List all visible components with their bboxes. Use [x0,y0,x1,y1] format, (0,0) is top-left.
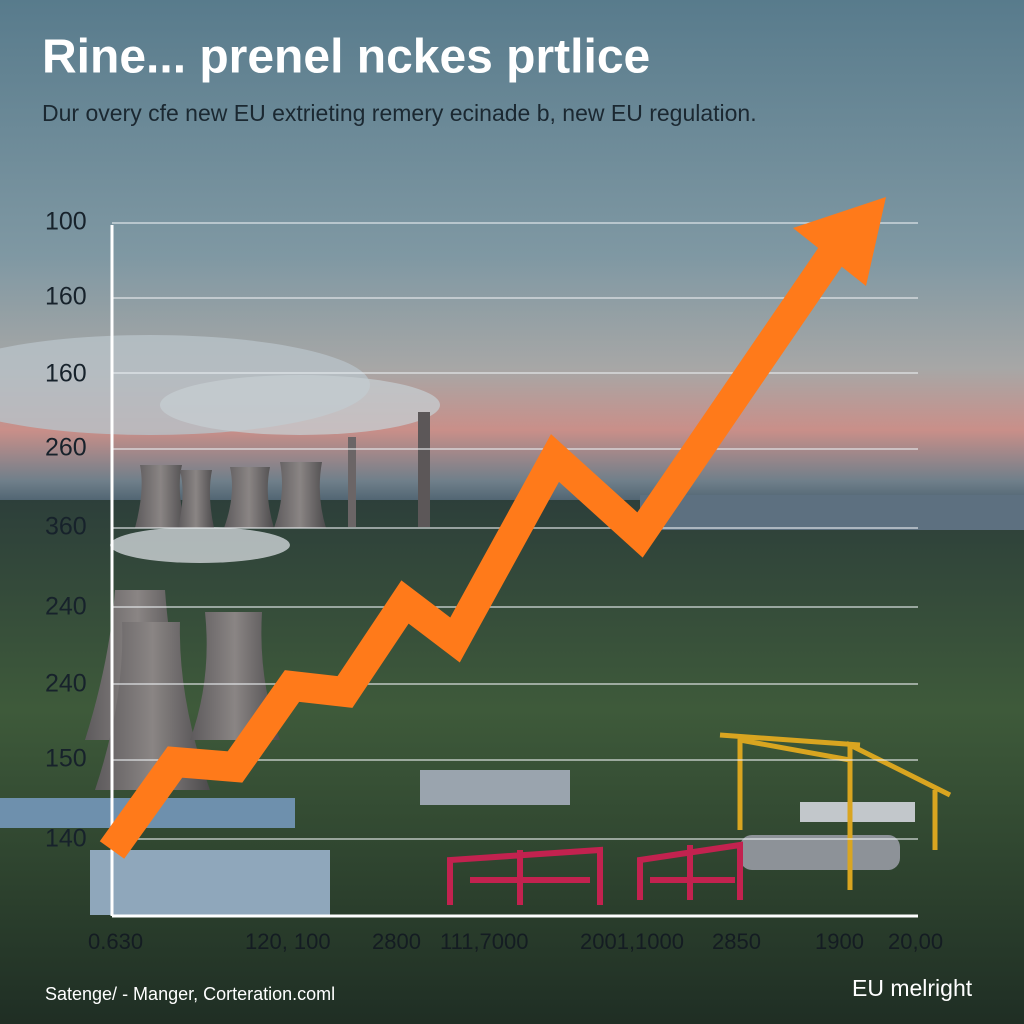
y-axis-label: 160 [45,360,87,388]
x-axis-label: 111,7000 [440,929,529,954]
x-axis-label: 2850 [712,929,761,954]
grid [112,222,918,840]
x-axis-label: 20,00 [888,929,943,954]
y-axis-label: 100 [45,208,87,236]
x-axis-labels: 0.630 120, 100 2800 111,7000 2001,1000 2850 19… [88,929,943,954]
footer-source: Satenge/ - Manger, Corteration.coml [45,984,335,1004]
y-axis-label: 240 [45,670,87,698]
y-axis-labels: 100 160 160 260 360 240 240 150 140 [45,208,87,853]
x-axis-label: 2800 [372,929,421,954]
x-axis-label: 1900 [815,929,864,954]
trend-arrow [99,197,886,859]
y-axis-label: 240 [45,593,87,621]
x-axis-label: 0.630 [88,929,143,954]
x-axis-label: 120, 100 [245,929,331,954]
y-axis-label: 150 [45,745,87,773]
title: Rine... prenel nckes prtlice [42,31,650,84]
footer-brand: EU melright [852,975,973,1001]
y-axis-label: 360 [45,513,87,541]
subtitle: Dur overy cfe new EU extrieting remery e… [42,100,757,126]
axes [110,225,918,918]
y-axis-label: 260 [45,434,87,462]
y-axis-label: 140 [45,825,87,853]
y-axis-label: 160 [45,283,87,311]
x-axis-label: 2001,1000 [580,929,684,954]
